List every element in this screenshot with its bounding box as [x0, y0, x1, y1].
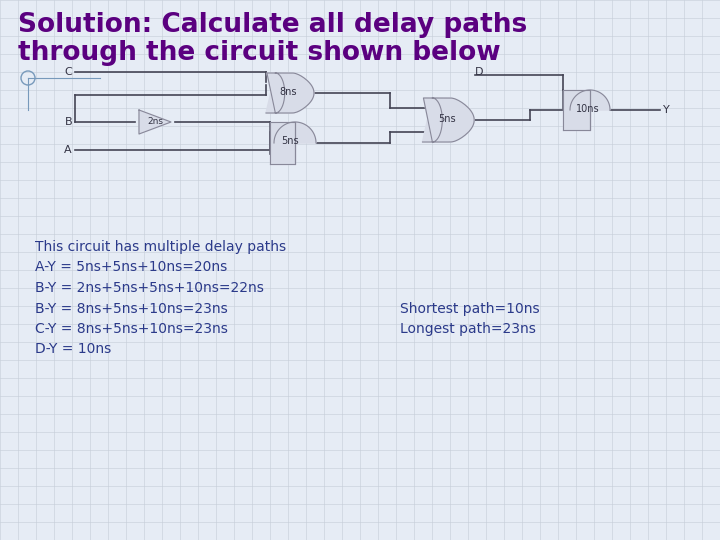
Polygon shape [266, 73, 314, 113]
Text: This circuit has multiple delay paths: This circuit has multiple delay paths [35, 240, 286, 254]
Text: 10ns: 10ns [576, 104, 600, 114]
Text: B-Y = 2ns+5ns+5ns+10ns=22ns: B-Y = 2ns+5ns+5ns+10ns=22ns [35, 281, 264, 295]
Text: 8ns: 8ns [279, 87, 297, 97]
Text: D: D [475, 67, 484, 77]
Polygon shape [139, 110, 171, 134]
Polygon shape [570, 90, 610, 110]
Text: 5ns: 5ns [438, 114, 456, 124]
Polygon shape [270, 122, 295, 164]
Polygon shape [423, 98, 474, 142]
Text: Solution: Calculate all delay paths: Solution: Calculate all delay paths [18, 12, 527, 38]
Polygon shape [562, 90, 590, 130]
Text: A: A [64, 145, 72, 155]
Text: A-Y = 5ns+5ns+10ns=20ns: A-Y = 5ns+5ns+10ns=20ns [35, 260, 228, 274]
Text: 2ns: 2ns [147, 118, 163, 126]
Text: Shortest path=10ns: Shortest path=10ns [400, 302, 539, 316]
Text: through the circuit shown below: through the circuit shown below [18, 40, 500, 66]
Text: 5ns: 5ns [282, 136, 299, 146]
Text: B: B [64, 117, 72, 127]
Text: Y: Y [663, 105, 670, 115]
Text: B-Y = 8ns+5ns+10ns=23ns: B-Y = 8ns+5ns+10ns=23ns [35, 302, 228, 316]
Text: Longest path=23ns: Longest path=23ns [400, 322, 536, 336]
Text: D-Y = 10ns: D-Y = 10ns [35, 342, 112, 356]
Text: C: C [64, 67, 72, 77]
Text: C-Y = 8ns+5ns+10ns=23ns: C-Y = 8ns+5ns+10ns=23ns [35, 322, 228, 336]
Polygon shape [274, 122, 316, 143]
